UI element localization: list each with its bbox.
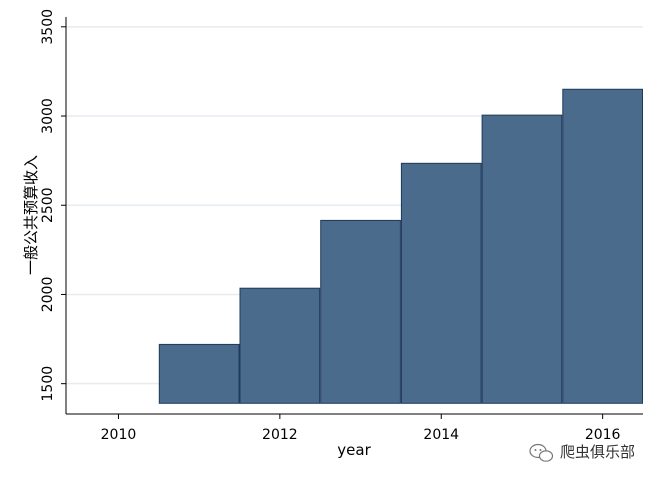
x-axis-label: year	[337, 441, 371, 459]
bar-2014	[400, 162, 482, 404]
bar-2016	[562, 88, 644, 404]
wechat-icon	[529, 443, 554, 462]
bar-2013	[320, 219, 401, 404]
y-tick-label: 3000	[40, 98, 56, 134]
x-tick-label: 2016	[585, 427, 621, 443]
y-tick-label: 3500	[40, 9, 56, 45]
y-axis-label: 一般公共预算收入	[22, 155, 40, 275]
x-tick-label: 2014	[423, 427, 459, 443]
watermark: 爬虫俱乐部	[529, 443, 635, 462]
axes	[65, 17, 643, 415]
y-ticks: 1500 2000 2500 3000 3500	[40, 9, 66, 401]
watermark-text: 爬虫俱乐部	[560, 443, 635, 461]
bar-2012	[239, 287, 321, 404]
bars	[158, 88, 644, 404]
bar-2015	[481, 114, 563, 404]
y-tick-label: 2000	[40, 277, 56, 313]
bar-2011	[158, 343, 240, 404]
y-tick-label: 1500	[40, 366, 56, 402]
y-tick-label: 2500	[40, 187, 56, 223]
x-tick-label: 2010	[101, 427, 137, 443]
x-ticks: 2010 2012 2014 2016	[101, 414, 621, 443]
x-tick-label: 2012	[262, 427, 298, 443]
